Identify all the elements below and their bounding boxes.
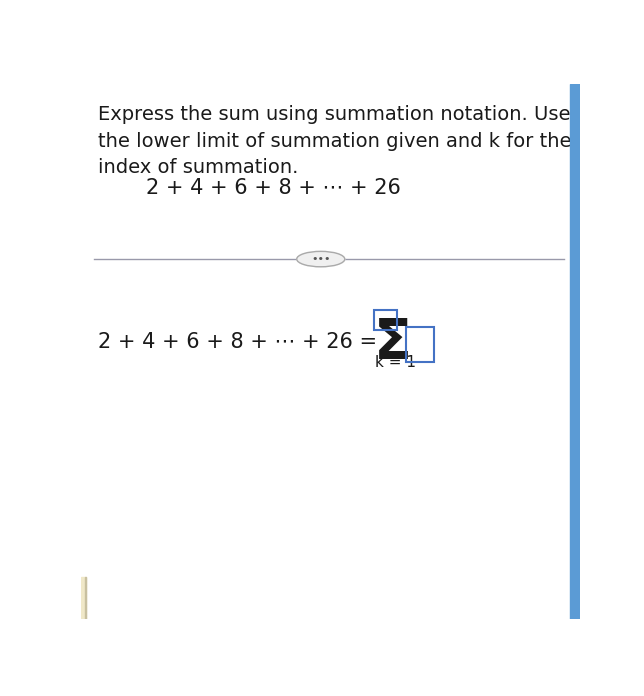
Bar — [80, 577, 86, 619]
Ellipse shape — [297, 251, 345, 267]
Bar — [374, 310, 397, 330]
Bar — [571, 84, 580, 619]
Text: k = 1: k = 1 — [375, 355, 416, 370]
Text: 2 + 4 + 6 + 8 + ⋯ + 26: 2 + 4 + 6 + 8 + ⋯ + 26 — [146, 178, 401, 198]
Text: 2 + 4 + 6 + 8 + ⋯ + 26 =: 2 + 4 + 6 + 8 + ⋯ + 26 = — [97, 332, 377, 352]
Text: •••: ••• — [311, 254, 330, 264]
Text: Express the sum using summation notation. Use
the lower limit of summation given: Express the sum using summation notation… — [97, 105, 571, 177]
Text: Σ: Σ — [374, 317, 412, 372]
Bar — [406, 327, 434, 362]
Bar — [85, 577, 86, 619]
